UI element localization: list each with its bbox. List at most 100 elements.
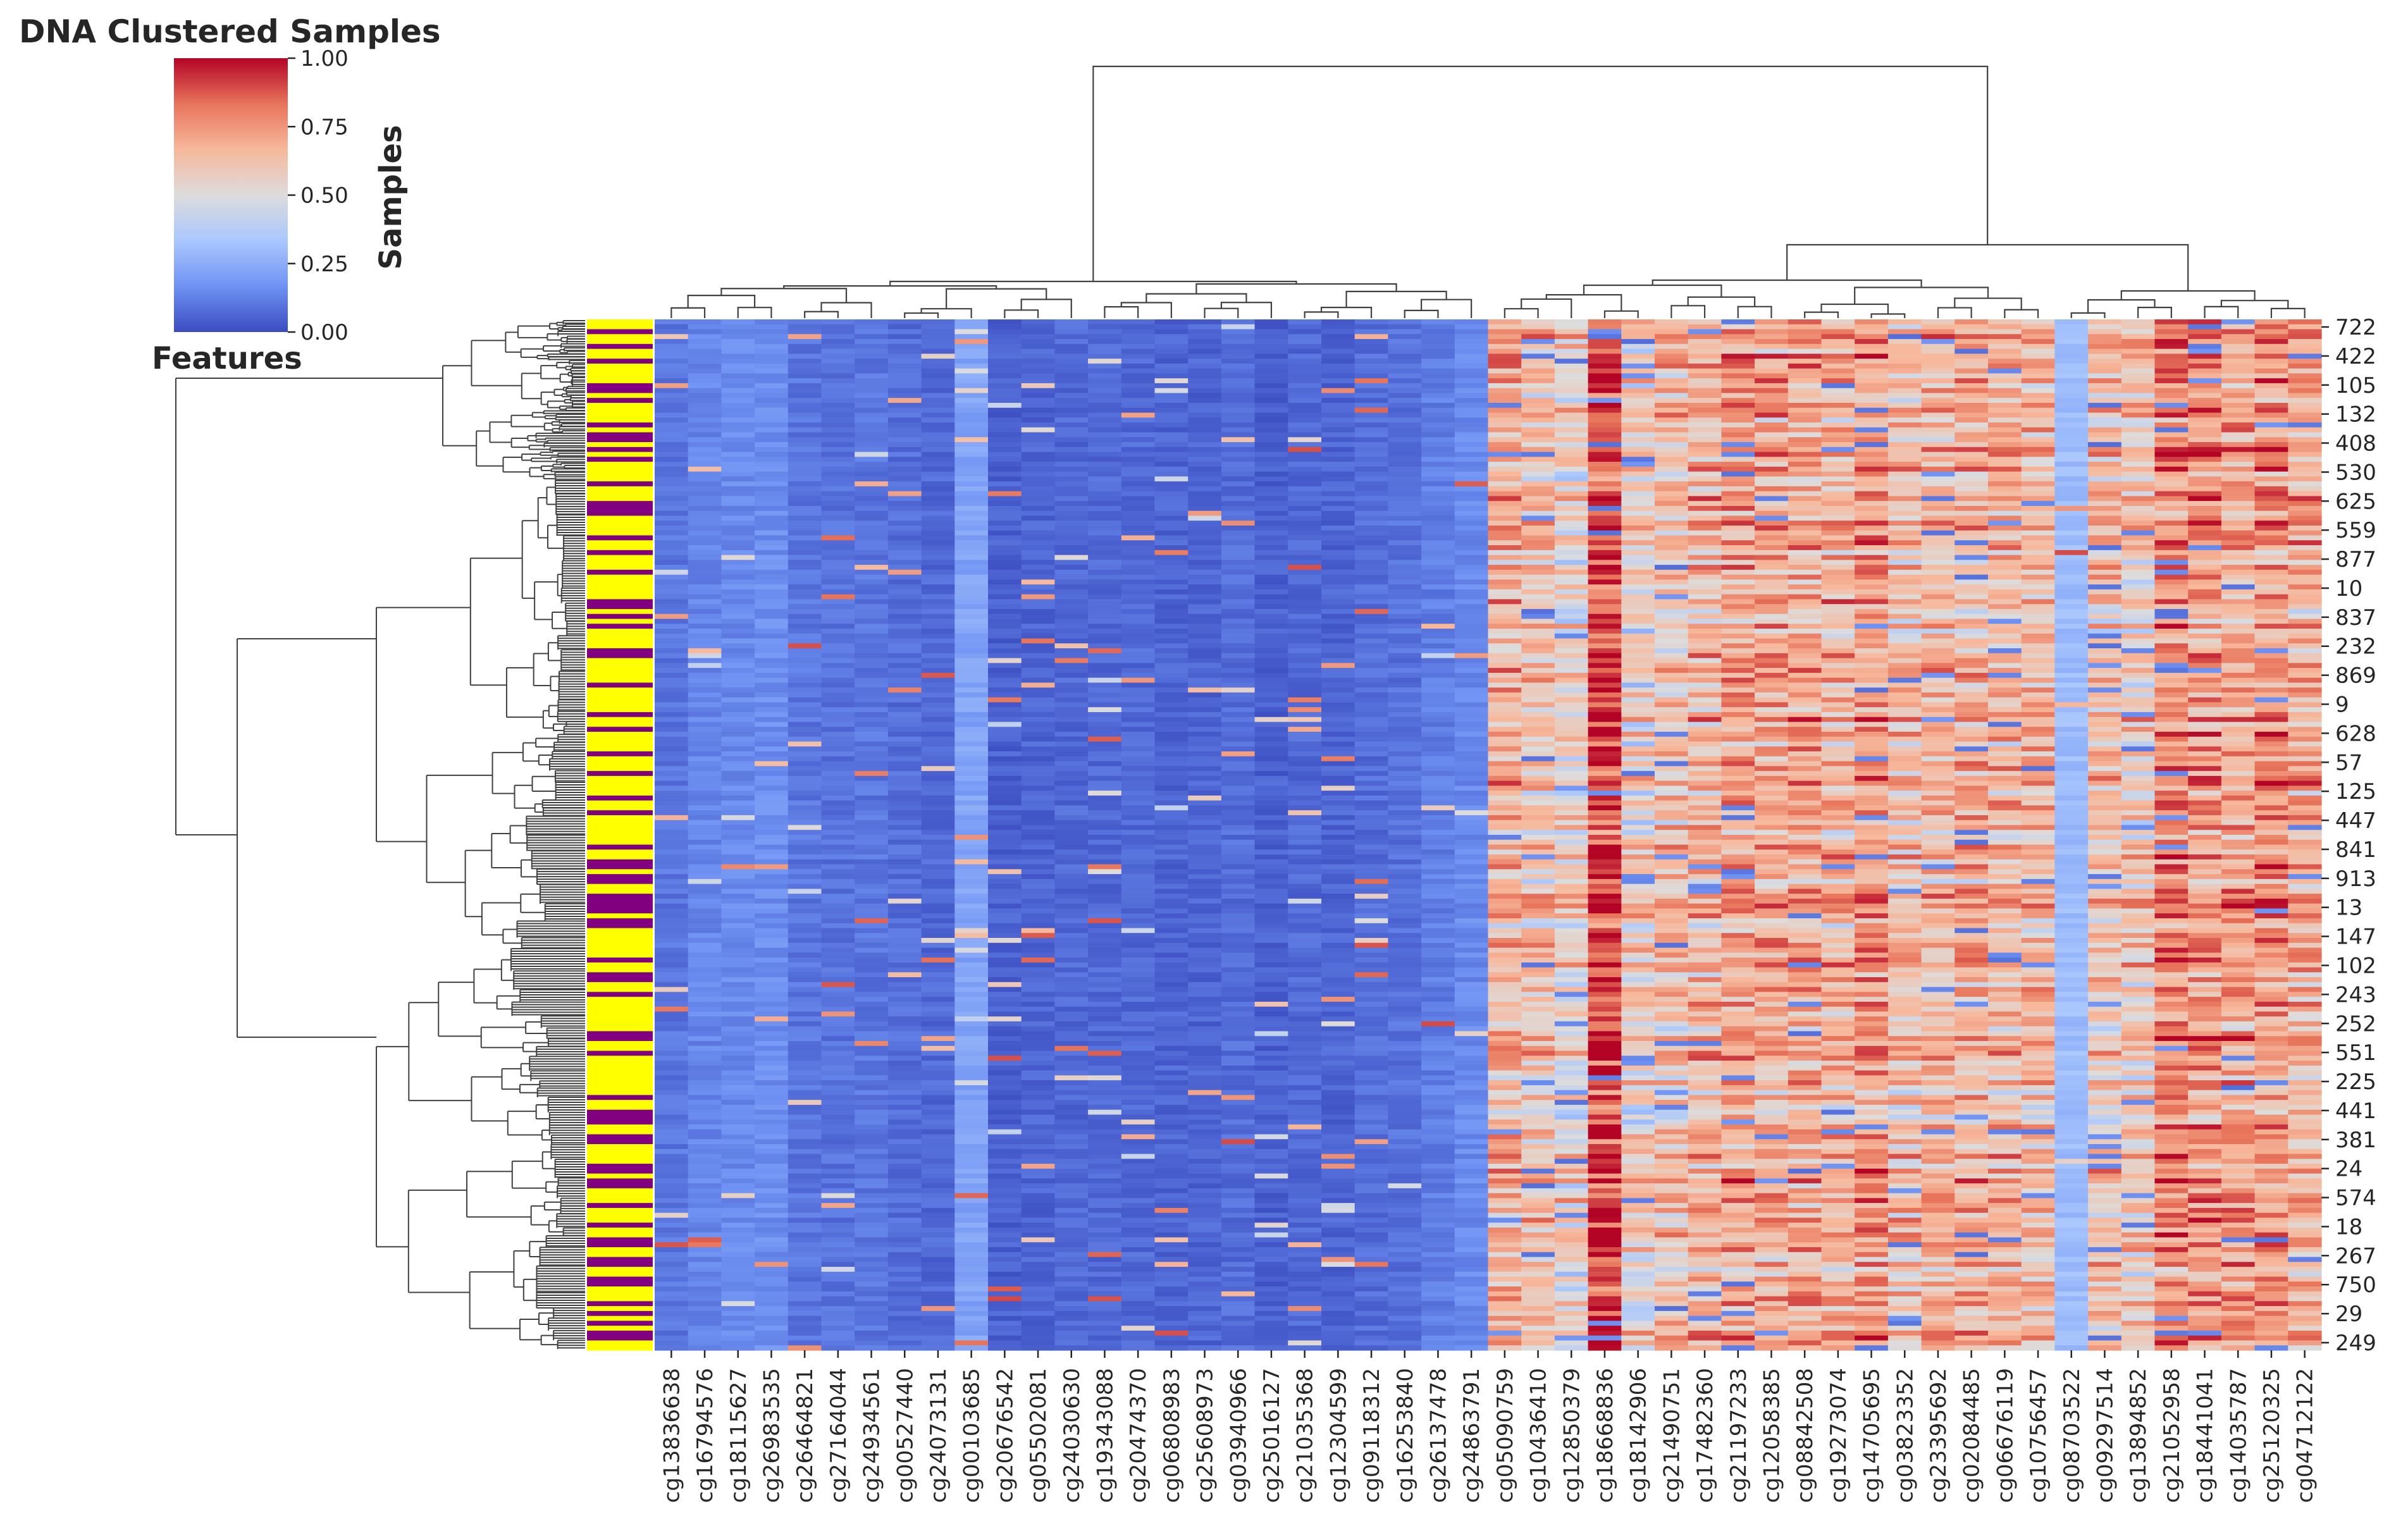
heatmap-cell bbox=[788, 501, 822, 506]
heatmap-cell bbox=[1188, 933, 1221, 938]
heatmap-cell bbox=[721, 1134, 755, 1139]
heatmap-cell bbox=[988, 707, 1022, 712]
heatmap-cell bbox=[1155, 648, 1189, 653]
heatmap-cell bbox=[1022, 1174, 1055, 1179]
heatmap-cell bbox=[1188, 737, 1221, 742]
heatmap-cell bbox=[688, 1110, 722, 1115]
heatmap-cell bbox=[655, 899, 688, 904]
heatmap-cell bbox=[855, 1036, 888, 1041]
heatmap-cell bbox=[1054, 977, 1088, 982]
heatmap-cell bbox=[1121, 1124, 1155, 1130]
heatmap-cell bbox=[721, 668, 755, 673]
heatmap-cell bbox=[822, 899, 855, 904]
heatmap-cell bbox=[1121, 810, 1155, 815]
heatmap-cell bbox=[1155, 378, 1189, 383]
heatmap-cell bbox=[988, 570, 1022, 575]
heatmap-cell bbox=[988, 678, 1022, 683]
heatmap-cell bbox=[1155, 437, 1189, 442]
heatmap-cell bbox=[1022, 437, 1055, 442]
heatmap-cell bbox=[721, 746, 755, 751]
heatmap-cell bbox=[922, 393, 955, 398]
heatmap-cell bbox=[988, 481, 1022, 486]
heatmap-cell bbox=[822, 1149, 855, 1154]
heatmap-cell bbox=[1054, 486, 1088, 491]
heatmap-cell bbox=[1188, 1262, 1221, 1267]
heatmap-cell bbox=[954, 1291, 988, 1297]
heatmap-cell bbox=[855, 604, 888, 609]
heatmap-cell bbox=[888, 481, 922, 486]
heatmap-cell bbox=[688, 1340, 722, 1345]
heatmap-cell bbox=[922, 496, 955, 501]
heatmap-cell bbox=[788, 545, 822, 550]
heatmap-cell bbox=[1121, 1223, 1155, 1228]
heatmap-cell bbox=[855, 428, 888, 433]
heatmap-cell bbox=[1121, 643, 1155, 648]
heatmap-cell bbox=[1054, 712, 1088, 717]
heatmap-cell bbox=[655, 1252, 688, 1257]
heatmap-cell bbox=[1054, 874, 1088, 879]
heatmap-cell bbox=[721, 928, 755, 933]
heatmap-cell bbox=[1121, 682, 1155, 687]
heatmap-cell bbox=[822, 349, 855, 354]
heatmap-cell bbox=[655, 575, 688, 580]
heatmap-cell bbox=[922, 1340, 955, 1345]
heatmap-cell bbox=[988, 1100, 1022, 1105]
annotation-cell bbox=[587, 1345, 653, 1350]
heatmap-cell bbox=[1221, 746, 1255, 751]
heatmap-cell bbox=[1054, 737, 1088, 742]
heatmap-cell bbox=[788, 579, 822, 584]
heatmap-cell bbox=[1221, 1297, 1255, 1302]
annotation-cell bbox=[587, 810, 653, 815]
heatmap-cell bbox=[954, 526, 988, 531]
heatmap-cell bbox=[1121, 913, 1155, 918]
heatmap-cell bbox=[954, 481, 988, 486]
heatmap-cell bbox=[1054, 1061, 1088, 1066]
heatmap-cell bbox=[1155, 555, 1189, 560]
heatmap-cell bbox=[922, 693, 955, 698]
heatmap-cell bbox=[655, 1297, 688, 1302]
heatmap-cell bbox=[1054, 899, 1088, 904]
heatmap-cell bbox=[655, 393, 688, 398]
heatmap-cell bbox=[1188, 1051, 1221, 1056]
heatmap-cell bbox=[688, 1124, 722, 1130]
heatmap-cell bbox=[988, 928, 1022, 933]
heatmap-cell bbox=[655, 958, 688, 963]
heatmap-cell bbox=[1188, 1247, 1221, 1252]
heatmap-cell bbox=[788, 624, 822, 629]
heatmap-cell bbox=[855, 968, 888, 973]
heatmap-cell bbox=[688, 467, 722, 472]
heatmap-cell bbox=[1088, 854, 1121, 859]
heatmap-cell bbox=[721, 1340, 755, 1345]
heatmap-cell bbox=[888, 1144, 922, 1149]
heatmap-cell bbox=[855, 707, 888, 712]
heatmap-cell bbox=[1022, 1154, 1055, 1159]
heatmap-cell bbox=[788, 771, 822, 776]
heatmap-cell bbox=[755, 545, 788, 550]
heatmap-cell bbox=[721, 447, 755, 452]
heatmap-cell bbox=[1121, 840, 1155, 845]
heatmap-cell bbox=[721, 531, 755, 536]
heatmap-cell bbox=[721, 830, 755, 835]
heatmap-cell bbox=[755, 889, 788, 894]
heatmap-cell bbox=[1155, 476, 1189, 481]
heatmap-cell bbox=[688, 702, 722, 707]
heatmap-cell bbox=[1088, 433, 1121, 438]
heatmap-cell bbox=[1221, 1124, 1255, 1130]
heatmap-cell bbox=[822, 388, 855, 393]
heatmap-cell bbox=[1088, 737, 1121, 742]
heatmap-cell bbox=[1188, 1124, 1221, 1130]
heatmap-cell bbox=[1188, 594, 1221, 600]
heatmap-cell bbox=[1121, 918, 1155, 923]
heatmap-cell bbox=[788, 359, 822, 364]
heatmap-cell bbox=[755, 785, 788, 791]
heatmap-cell bbox=[822, 565, 855, 570]
heatmap-cell bbox=[788, 1262, 822, 1267]
heatmap-cell bbox=[1088, 378, 1121, 383]
heatmap-cell bbox=[922, 933, 955, 938]
heatmap-cell bbox=[922, 845, 955, 850]
heatmap-cell bbox=[1121, 933, 1155, 938]
heatmap-cell bbox=[988, 1011, 1022, 1016]
heatmap-cell bbox=[1088, 904, 1121, 909]
heatmap-cell bbox=[1155, 918, 1189, 923]
heatmap-cell bbox=[1121, 1041, 1155, 1046]
